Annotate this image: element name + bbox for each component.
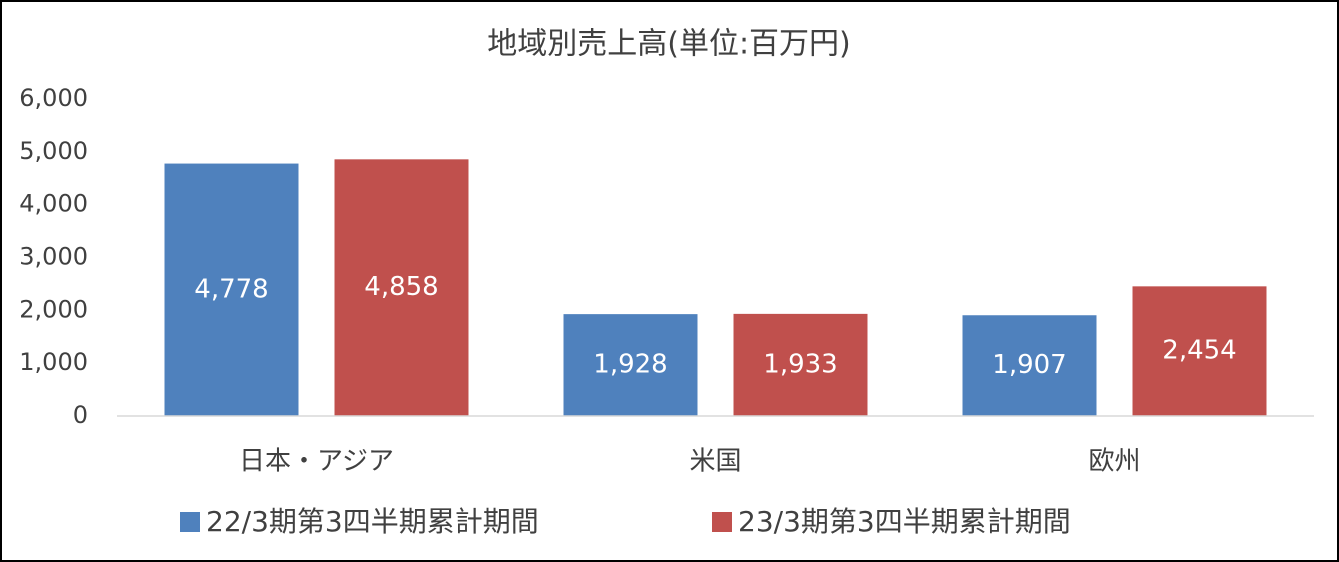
bar [733, 313, 868, 416]
bar [962, 315, 1097, 416]
y-tick-label: 3,000 [19, 243, 88, 271]
bar [563, 314, 698, 416]
x-tick-label: 日本・アジア [239, 447, 394, 477]
y-tick-label: 6,000 [19, 84, 88, 112]
chart-title: 地域別売上高(単位:百万円) [487, 27, 851, 62]
bar [334, 159, 469, 416]
x-tick-label: 米国 [689, 447, 741, 477]
value-label: 2,454 [1162, 336, 1236, 366]
legend-swatch [712, 512, 732, 532]
legend-label: 23/3期第3四半期累計期間 [738, 505, 1071, 538]
bar [1132, 286, 1267, 416]
legend-label: 22/3期第3四半期累計期間 [206, 505, 539, 538]
bar [164, 163, 299, 416]
y-tick-label: 4,000 [19, 190, 88, 218]
value-label: 1,933 [763, 349, 837, 379]
value-label: 1,907 [992, 350, 1066, 380]
y-tick-label: 1,000 [19, 348, 88, 376]
x-tick-label: 欧州 [1088, 447, 1140, 477]
legend-swatch [180, 512, 200, 532]
y-tick-label: 2,000 [19, 295, 88, 323]
y-tick-label: 5,000 [19, 137, 88, 165]
value-label: 4,858 [364, 272, 438, 302]
y-tick-label: 0 [73, 401, 88, 429]
value-label: 1,928 [593, 350, 667, 380]
value-label: 4,778 [194, 274, 268, 304]
